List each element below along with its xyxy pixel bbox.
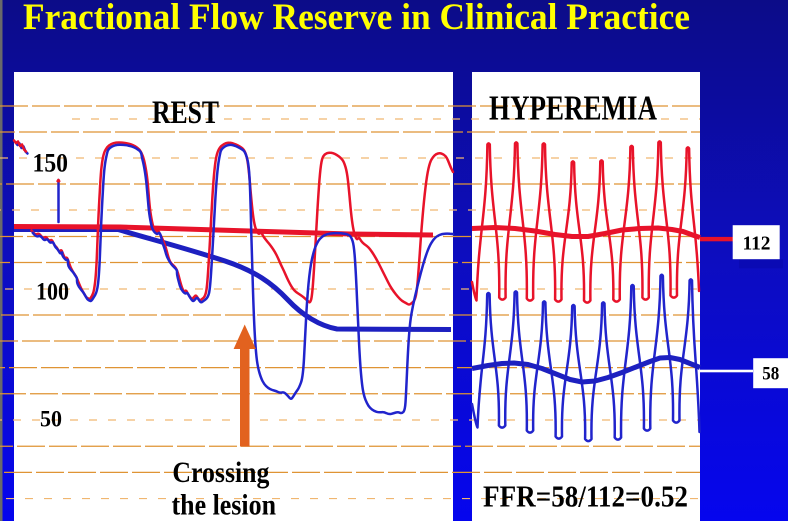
svg-text:HYPEREMIA: HYPEREMIA <box>489 89 658 128</box>
svg-text:150: 150 <box>33 149 69 178</box>
svg-text:100: 100 <box>36 279 69 306</box>
svg-text:58: 58 <box>762 365 779 385</box>
svg-text:50: 50 <box>40 407 62 432</box>
svg-text:FFR=58/112=0.52: FFR=58/112=0.52 <box>483 479 688 514</box>
svg-text:the lesion: the lesion <box>172 489 277 521</box>
svg-text:Fractional Flow Reserve in Cli: Fractional Flow Reserve in Clinical Prac… <box>23 0 690 37</box>
svg-text:REST: REST <box>152 95 219 131</box>
svg-text:112: 112 <box>743 233 771 255</box>
svg-text:Crossing: Crossing <box>172 456 269 489</box>
